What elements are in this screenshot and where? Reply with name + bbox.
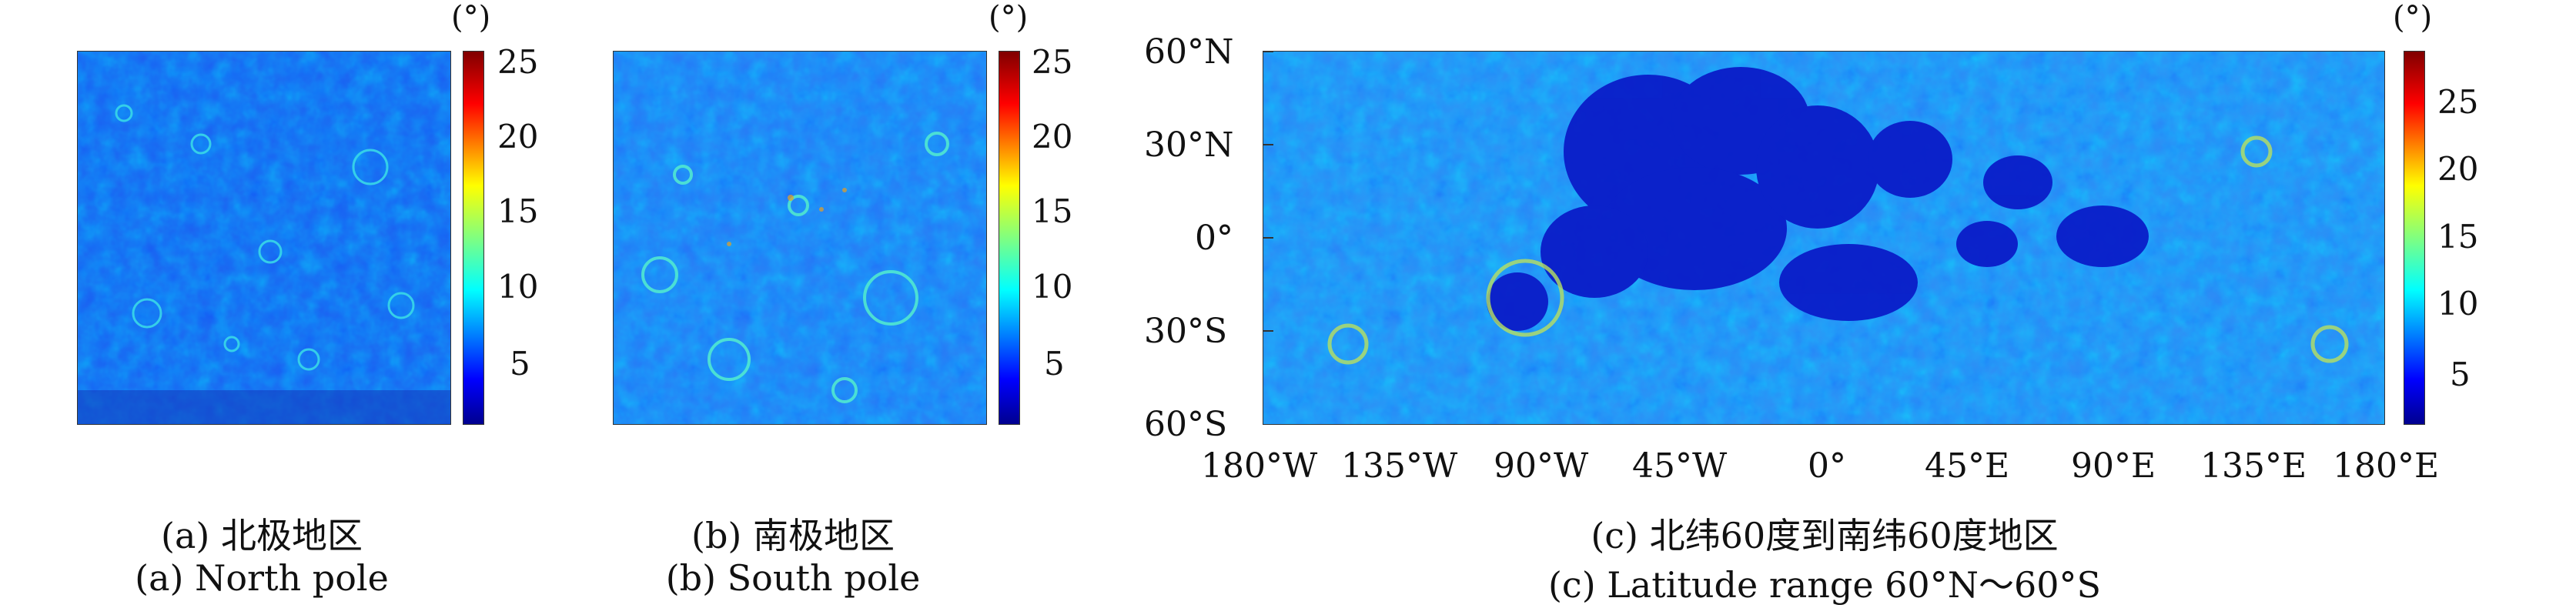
north-pole-colorbar-tick: 20 — [497, 118, 539, 155]
y-axis-tick-label: 30°N — [1144, 125, 1234, 165]
south-pole-caption-cn: (b) 南极地区 — [691, 515, 895, 556]
y-axis-tick-mark — [1263, 144, 1273, 145]
y-axis-tick-label: 30°S — [1144, 312, 1228, 351]
global-colorbar-tick: 10 — [2437, 285, 2479, 322]
north-pole-colorbar-unit: (°) — [451, 0, 491, 35]
north-pole-colorbar-tick: 5 — [510, 345, 530, 383]
north-pole-colorbar — [463, 51, 484, 425]
south-pole-caption-en: (b) South pole — [665, 557, 921, 599]
north-pole-caption-cn: (a) 北极地区 — [161, 515, 363, 556]
x-axis-tick-label: 90°E — [2071, 446, 2156, 486]
x-axis-tick-label: 180°W — [1201, 446, 1318, 486]
north-pole-caption-en: (a) North pole — [135, 557, 389, 599]
global-caption-en: (c) Latitude range 60°N～60°S — [1547, 564, 2101, 606]
south-pole-colorbar-unit: (°) — [989, 0, 1029, 35]
y-axis-tick-mark — [1263, 237, 1273, 239]
global-colorbar-unit: (°) — [2393, 0, 2433, 35]
south-pole-colorbar-tick: 25 — [1032, 43, 1073, 81]
south-pole-colorbar-tick: 5 — [1044, 345, 1065, 383]
global-colorbar-tick: 5 — [2450, 356, 2471, 393]
x-axis-tick-label: 135°E — [2200, 446, 2307, 486]
south-pole-colorbar-tick: 20 — [1032, 118, 1073, 155]
global-colorbar — [2404, 51, 2425, 425]
north-pole-colorbar-tick: 15 — [497, 192, 539, 230]
global-colorbar-tick: 15 — [2437, 218, 2479, 256]
y-axis-tick-label: 0° — [1195, 219, 1233, 258]
south-pole-colorbar-tick: 15 — [1032, 192, 1073, 230]
global-colorbar-tick: 25 — [2437, 83, 2479, 121]
south-pole-colorbar — [999, 51, 1020, 425]
y-axis-tick-label: 60°S — [1144, 405, 1228, 444]
x-axis-tick-label: 90°W — [1494, 446, 1589, 486]
y-axis-tick-mark — [1263, 330, 1273, 332]
global-caption-cn: (c) 北纬60度到南纬60度地区 — [1591, 515, 2059, 556]
north-pole-slope-map — [77, 51, 451, 425]
south-pole-colorbar-tick: 10 — [1032, 268, 1073, 306]
x-axis-tick-label: 45°W — [1632, 446, 1728, 486]
x-axis-tick-label: 45°E — [1925, 446, 2010, 486]
y-axis-tick-label: 60°N — [1144, 32, 1234, 72]
x-axis-tick-label: 0° — [1808, 446, 1846, 486]
south-pole-slope-map — [613, 51, 987, 425]
north-pole-colorbar-tick: 10 — [497, 268, 539, 306]
x-axis-tick-label: 180°E — [2333, 446, 2440, 486]
y-axis-tick-mark — [1263, 51, 1273, 52]
north-pole-colorbar-tick: 25 — [497, 43, 539, 81]
x-axis-tick-label: 135°W — [1341, 446, 1458, 486]
global-colorbar-tick: 20 — [2437, 150, 2479, 188]
global-slope-map — [1263, 51, 2385, 425]
